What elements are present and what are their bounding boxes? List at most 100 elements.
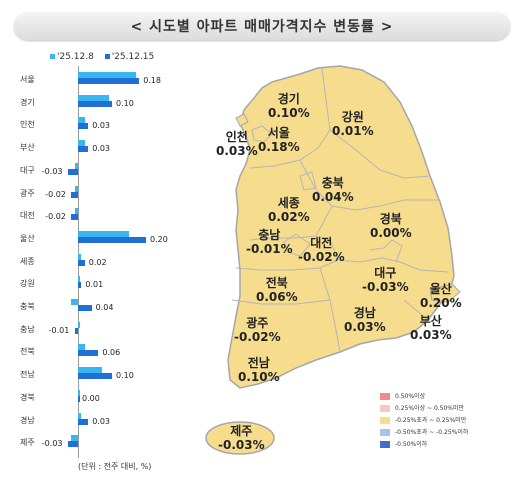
map-legend-item: -0.50%이하	[380, 440, 468, 452]
map-region-value: 0.03%	[216, 144, 258, 158]
map-region-value: -0.03%	[218, 438, 265, 452]
incheon-islands	[235, 113, 249, 127]
bar-series-1	[78, 94, 109, 101]
bar-series-2	[67, 168, 78, 175]
map-legend-swatch	[380, 393, 390, 400]
map-region-name: 제주	[230, 424, 253, 438]
data-label: -0.02	[45, 212, 66, 222]
bar-series-1	[71, 299, 78, 305]
map-label-5: 세종 0.02%	[268, 196, 310, 224]
map-legend-item: 0.50%이상	[380, 392, 468, 404]
map-region-value: 0.20%	[420, 296, 462, 310]
map-region-name: 경북	[379, 212, 402, 226]
map-label-13: 부산 0.03%	[410, 314, 452, 342]
map-region-value: -0.01%	[246, 242, 293, 256]
data-label: 0.03	[92, 416, 110, 426]
bar-series-2	[78, 350, 99, 357]
map-region-value: 0.04%	[312, 190, 354, 204]
data-label: -0.02	[45, 189, 66, 199]
map-region-name: 충남	[258, 228, 281, 242]
map-label-9: 대구 -0.03%	[362, 266, 409, 294]
map-region-name: 전북	[265, 276, 288, 290]
data-label: 0.03	[92, 121, 110, 131]
map-label-12: 경남 0.03%	[344, 306, 386, 334]
map-region-value: 0.03%	[410, 328, 452, 342]
bar-series-2	[78, 282, 82, 289]
map-legend-label: -0.50%이하	[395, 441, 428, 448]
map-region-name: 충북	[321, 176, 344, 190]
map-region-value: -0.02%	[234, 330, 281, 344]
map-label-15: 전남 0.10%	[238, 356, 280, 384]
unit-note: (단위 : 전주 대비, %)	[78, 462, 152, 471]
bar-series-2	[78, 259, 85, 266]
bar-series-2	[78, 78, 140, 84]
map-legend-label: 0.50%이상	[395, 393, 426, 400]
map-legend-label: -0.50%초과 ~ -0.25%이하	[395, 429, 469, 436]
category-label: 부산	[20, 143, 35, 153]
data-label: 0.02	[88, 257, 107, 267]
data-label: 0.18	[143, 76, 161, 85]
map-label-7: 대전 -0.02%	[298, 236, 345, 264]
region-borders	[231, 67, 449, 353]
category-label: 경남	[20, 415, 35, 425]
category-label: 세종	[20, 256, 35, 266]
data-label: 0.06	[102, 348, 121, 358]
category-label: 경기	[20, 97, 35, 107]
category-label: 대전	[20, 211, 35, 221]
data-label: 0.04	[95, 303, 114, 312]
map-region-value: 0.01%	[332, 124, 374, 138]
title-bar: < 시도별 아파트 매매가격지수 변동률 >	[14, 12, 510, 40]
data-label: -0.01	[48, 325, 70, 335]
ulsan-cape	[429, 283, 461, 303]
bar-series-1	[78, 253, 82, 260]
bar-series-1	[78, 276, 80, 283]
legend-item-s2: '25.12.15	[104, 52, 154, 62]
bar-series-1	[71, 435, 78, 442]
map-region-name: 서울	[267, 126, 290, 140]
map-legend-item: -0.50%초과 ~ -0.25%이하	[380, 428, 468, 440]
map-legend-item: -0.25%초과 ~ 0.25%미만	[380, 416, 468, 428]
category-label: 전남	[20, 370, 35, 380]
category-label: 강원	[20, 279, 35, 289]
bar-series-1	[78, 321, 80, 328]
bar-series-1	[78, 412, 82, 419]
legend-swatch-s2	[104, 54, 110, 59]
map-legend-item: 0.25%이상 ~ 0.50%미만	[380, 404, 468, 416]
category-label: 전북	[20, 347, 35, 357]
bar-series-1	[78, 117, 85, 124]
bar-series-1	[74, 162, 78, 169]
bar-series-2	[78, 305, 92, 311]
bar-series-1	[78, 367, 102, 374]
bar-series-2	[78, 123, 89, 130]
map-region-name: 경남	[353, 306, 376, 320]
data-label: 0.03	[92, 144, 110, 154]
legend-label-s1: '25.12.8	[57, 52, 94, 62]
map-legend: 0.50%이상 0.25%이상 ~ 0.50%미만 -0.25%초과 ~ 0.25%…	[380, 392, 468, 452]
map-region-value: 0.02%	[268, 210, 310, 224]
map-region-value: 0.06%	[256, 290, 298, 304]
chart-legend: '25.12.8 '25.12.15	[50, 52, 162, 62]
map-region-name: 부산	[419, 314, 442, 328]
map-region-name: 울산	[429, 282, 452, 296]
bar-series-1	[74, 185, 78, 192]
category-label: 대구	[20, 165, 35, 175]
map-region-name: 전남	[247, 356, 270, 370]
bar-series-2	[78, 236, 146, 243]
bar-series-1	[78, 389, 80, 396]
map-label-11: 전북 0.06%	[256, 276, 298, 304]
map-label-3: 강원 0.01%	[332, 110, 374, 138]
legend-swatch-s1	[50, 54, 55, 59]
map-label-14: 광주 -0.02%	[234, 316, 281, 344]
category-label: 제주	[20, 438, 35, 448]
map-label-0: 경기 0.10%	[268, 92, 310, 120]
bar-series-2	[78, 100, 112, 107]
map-legend-swatch	[380, 417, 390, 424]
map-label-10: 울산 0.20%	[420, 282, 462, 310]
bar-series-1	[78, 344, 85, 351]
map-label-2: 서울 0.18%	[258, 126, 300, 154]
map-region-value: -0.02%	[298, 250, 345, 264]
map-label-1: 인천 0.03%	[216, 130, 258, 158]
map-legend-label: 0.25%이상 ~ 0.50%미만	[395, 405, 465, 412]
category-label: 인천	[20, 120, 35, 130]
bar-series-2	[71, 191, 78, 198]
